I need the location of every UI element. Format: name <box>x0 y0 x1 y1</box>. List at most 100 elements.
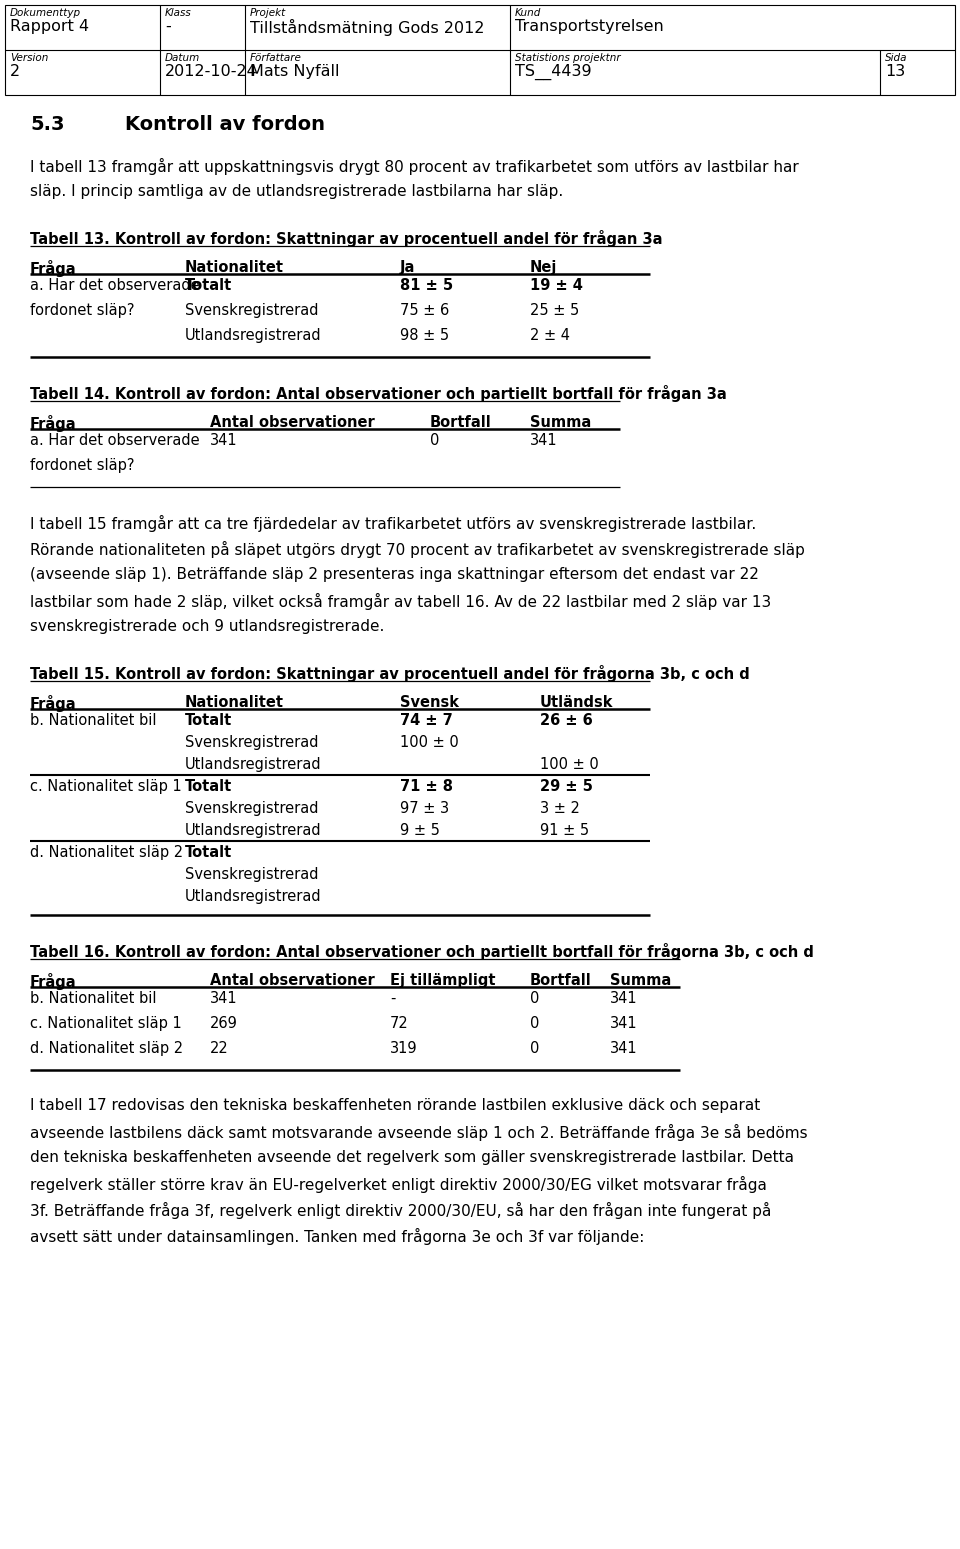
Text: 13: 13 <box>885 64 905 79</box>
Text: I tabell 15 framgår att ca tre fjärdedelar av trafikarbetet utförs av svenskregi: I tabell 15 framgår att ca tre fjärdedel… <box>30 514 756 531</box>
Text: Dokumenttyp: Dokumenttyp <box>10 8 82 19</box>
Text: Tabell 14. Kontroll av fordon: Antal observationer och partiellt bortfall för fr: Tabell 14. Kontroll av fordon: Antal obs… <box>30 386 727 403</box>
Text: 97 ± 3: 97 ± 3 <box>400 801 449 816</box>
Text: c. Nationalitet släp 1: c. Nationalitet släp 1 <box>30 1016 181 1032</box>
Text: Tabell 13. Kontroll av fordon: Skattningar av procentuell andel för frågan 3a: Tabell 13. Kontroll av fordon: Skattning… <box>30 229 662 246</box>
Text: Tillståndsmätning Gods 2012: Tillståndsmätning Gods 2012 <box>250 19 485 36</box>
Text: Utlandsregistrerad: Utlandsregistrerad <box>185 757 322 771</box>
Text: I tabell 17 redovisas den tekniska beskaffenheten rörande lastbilen exklusive dä: I tabell 17 redovisas den tekniska beska… <box>30 1098 760 1114</box>
Text: fordonet släp?: fordonet släp? <box>30 459 134 472</box>
Text: Utländsk: Utländsk <box>540 696 613 709</box>
Text: 5.3: 5.3 <box>30 115 64 135</box>
Text: Summa: Summa <box>530 415 591 431</box>
Text: 9 ± 5: 9 ± 5 <box>400 823 440 838</box>
Text: regelverk ställer större krav än EU-regelverket enligt direktiv 2000/30/EG vilke: regelverk ställer större krav än EU-rege… <box>30 1176 767 1193</box>
Text: Totalt: Totalt <box>185 779 232 795</box>
Text: Kund: Kund <box>515 8 541 19</box>
Text: avsett sätt under datainsamlingen. Tanken med frågorna 3e och 3f var följande:: avsett sätt under datainsamlingen. Tanke… <box>30 1228 644 1245</box>
Text: 2 ± 4: 2 ± 4 <box>530 328 570 342</box>
Text: a. Har det observerade: a. Har det observerade <box>30 434 200 448</box>
Text: Sida: Sida <box>885 53 907 64</box>
Text: Svenskregistrerad: Svenskregistrerad <box>185 801 319 816</box>
Text: Projekt: Projekt <box>250 8 286 19</box>
Text: Kontroll av fordon: Kontroll av fordon <box>125 115 325 135</box>
Text: 2012-10-24: 2012-10-24 <box>165 64 257 79</box>
Text: Nationalitet: Nationalitet <box>185 260 284 276</box>
Text: 72: 72 <box>390 1016 409 1032</box>
Text: Statistions projektnr: Statistions projektnr <box>515 53 620 64</box>
Text: a. Har det observerade: a. Har det observerade <box>30 277 200 293</box>
Text: Författare: Författare <box>250 53 301 64</box>
Text: 341: 341 <box>610 1041 637 1056</box>
Text: Antal observationer: Antal observationer <box>210 973 374 988</box>
Text: 3 ± 2: 3 ± 2 <box>540 801 580 816</box>
Text: 341: 341 <box>210 991 238 1005</box>
Text: 81 ± 5: 81 ± 5 <box>400 277 453 293</box>
Text: 341: 341 <box>610 991 637 1005</box>
Text: 341: 341 <box>610 1016 637 1032</box>
Text: 26 ± 6: 26 ± 6 <box>540 713 592 728</box>
Text: 341: 341 <box>530 434 558 448</box>
Text: Mats Nyfäll: Mats Nyfäll <box>250 64 340 79</box>
Bar <box>5 5 955 94</box>
Text: Datum: Datum <box>165 53 201 64</box>
Text: släp. I princip samtliga av de utlandsregistrerade lastbilarna har släp.: släp. I princip samtliga av de utlandsre… <box>30 184 564 198</box>
Text: svenskregistrerade och 9 utlandsregistrerade.: svenskregistrerade och 9 utlandsregistre… <box>30 620 384 634</box>
Text: Rörande nationaliteten på släpet utgörs drygt 70 procent av trafikarbetet av sve: Rörande nationaliteten på släpet utgörs … <box>30 541 804 558</box>
Text: Svenskregistrerad: Svenskregistrerad <box>185 867 319 881</box>
Text: c. Nationalitet släp 1: c. Nationalitet släp 1 <box>30 779 181 795</box>
Text: 319: 319 <box>390 1041 418 1056</box>
Text: 22: 22 <box>210 1041 228 1056</box>
Text: 0: 0 <box>530 1016 540 1032</box>
Text: Ja: Ja <box>400 260 416 276</box>
Text: Totalt: Totalt <box>185 846 232 860</box>
Text: Nej: Nej <box>530 260 558 276</box>
Text: 100 ± 0: 100 ± 0 <box>400 734 459 750</box>
Text: Fråga: Fråga <box>30 973 77 990</box>
Text: 74 ± 7: 74 ± 7 <box>400 713 453 728</box>
Text: 25 ± 5: 25 ± 5 <box>530 304 579 318</box>
Text: 19 ± 4: 19 ± 4 <box>530 277 583 293</box>
Text: Totalt: Totalt <box>185 277 232 293</box>
Text: 0: 0 <box>530 991 540 1005</box>
Text: Transportstyrelsen: Transportstyrelsen <box>515 19 663 34</box>
Text: TS__4439: TS__4439 <box>515 64 591 81</box>
Text: Rapport 4: Rapport 4 <box>10 19 89 34</box>
Text: d. Nationalitet släp 2: d. Nationalitet släp 2 <box>30 1041 183 1056</box>
Text: Nationalitet: Nationalitet <box>185 696 284 709</box>
Text: den tekniska beskaffenheten avseende det regelverk som gäller svenskregistrerade: den tekniska beskaffenheten avseende det… <box>30 1149 794 1165</box>
Text: I tabell 13 framgår att uppskattningsvis drygt 80 procent av trafikarbetet som u: I tabell 13 framgår att uppskattningsvis… <box>30 158 799 175</box>
Text: 29 ± 5: 29 ± 5 <box>540 779 593 795</box>
Text: Utlandsregistrerad: Utlandsregistrerad <box>185 823 322 838</box>
Text: 0: 0 <box>530 1041 540 1056</box>
Text: 71 ± 8: 71 ± 8 <box>400 779 453 795</box>
Text: Svenskregistrerad: Svenskregistrerad <box>185 734 319 750</box>
Text: Version: Version <box>10 53 48 64</box>
Text: Bortfall: Bortfall <box>430 415 492 431</box>
Text: Summa: Summa <box>610 973 671 988</box>
Text: 341: 341 <box>210 434 238 448</box>
Text: Tabell 15. Kontroll av fordon: Skattningar av procentuell andel för frågorna 3b,: Tabell 15. Kontroll av fordon: Skattning… <box>30 665 750 682</box>
Text: Ej tillämpligt: Ej tillämpligt <box>390 973 495 988</box>
Text: Fråga: Fråga <box>30 415 77 432</box>
Text: (avseende släp 1). Beträffande släp 2 presenteras inga skattningar eftersom det : (avseende släp 1). Beträffande släp 2 pr… <box>30 567 758 582</box>
Text: 2: 2 <box>10 64 20 79</box>
Text: lastbilar som hade 2 släp, vilket också framgår av tabell 16. Av de 22 lastbilar: lastbilar som hade 2 släp, vilket också … <box>30 593 771 610</box>
Text: Fråga: Fråga <box>30 260 77 277</box>
Text: Bortfall: Bortfall <box>530 973 591 988</box>
Text: 100 ± 0: 100 ± 0 <box>540 757 599 771</box>
Text: -: - <box>390 991 396 1005</box>
Text: d. Nationalitet släp 2: d. Nationalitet släp 2 <box>30 846 183 860</box>
Text: b. Nationalitet bil: b. Nationalitet bil <box>30 713 156 728</box>
Text: -: - <box>165 19 171 34</box>
Text: 3f. Beträffande fråga 3f, regelverk enligt direktiv 2000/30/EU, så har den fråga: 3f. Beträffande fråga 3f, regelverk enli… <box>30 1202 772 1219</box>
Text: Fråga: Fråga <box>30 696 77 713</box>
Text: Tabell 16. Kontroll av fordon: Antal observationer och partiellt bortfall för fr: Tabell 16. Kontroll av fordon: Antal obs… <box>30 943 814 960</box>
Text: Utlandsregistrerad: Utlandsregistrerad <box>185 328 322 342</box>
Text: 98 ± 5: 98 ± 5 <box>400 328 449 342</box>
Text: Totalt: Totalt <box>185 713 232 728</box>
Text: 269: 269 <box>210 1016 238 1032</box>
Text: Klass: Klass <box>165 8 192 19</box>
Text: Utlandsregistrerad: Utlandsregistrerad <box>185 889 322 905</box>
Text: b. Nationalitet bil: b. Nationalitet bil <box>30 991 156 1005</box>
